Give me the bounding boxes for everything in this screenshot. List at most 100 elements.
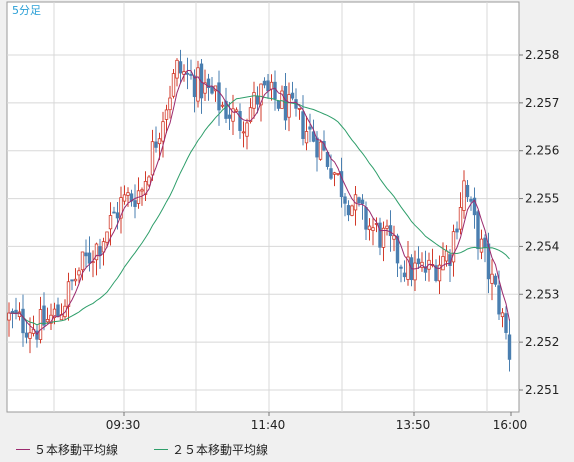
candle-body — [252, 92, 256, 109]
candle-body — [203, 82, 207, 94]
x-tick-label: 09:30 — [106, 418, 141, 432]
candle-body — [364, 207, 368, 230]
candle-body — [465, 184, 470, 198]
y-tick-label: 2.258 — [525, 48, 559, 62]
candle-body — [392, 235, 396, 240]
candle-body — [101, 241, 106, 253]
candle-body — [133, 200, 137, 207]
y-tick-label: 2.254 — [525, 239, 559, 253]
candle-body — [98, 246, 102, 256]
candle-body — [164, 109, 169, 120]
candle-body — [185, 72, 190, 75]
candle-body — [497, 285, 501, 315]
plot-area — [6, 1, 520, 413]
candles — [7, 49, 512, 372]
candle-body — [388, 225, 393, 237]
candle-body — [395, 235, 400, 264]
candle-body — [168, 97, 172, 111]
candle-body — [24, 332, 29, 338]
candle-body — [336, 173, 340, 175]
candle-body — [437, 264, 442, 282]
y-tick-label: 2.252 — [525, 335, 559, 349]
candle-body — [458, 207, 463, 230]
candle-body — [224, 100, 228, 119]
candle-body — [206, 78, 211, 89]
candle-body — [122, 194, 127, 202]
x-tick-label: 13:50 — [396, 418, 431, 432]
legend-label-ma5: ５本移動平均線 — [34, 442, 119, 457]
candle-body — [28, 332, 32, 339]
candle-body — [245, 122, 249, 137]
candle-body — [297, 107, 302, 110]
candle-body — [171, 73, 176, 97]
candle-body — [332, 172, 337, 175]
interval-label: 5分足 — [12, 4, 41, 17]
candle-body — [150, 141, 155, 176]
chart-legend: ５本移動平均線 ２５本移動平均線 — [0, 436, 574, 462]
y-tick-label: 2.255 — [525, 192, 559, 206]
y-tick-label: 2.251 — [525, 383, 559, 397]
candle-body — [70, 279, 74, 282]
candle-body — [238, 111, 242, 131]
ma5-line — [8, 69, 510, 336]
candle-body — [217, 82, 221, 111]
candle-body — [346, 205, 351, 216]
candle-body — [56, 304, 60, 317]
candle-body — [304, 131, 309, 144]
x-tick-label: 16:00 — [493, 418, 528, 432]
candle-body — [416, 258, 421, 265]
candle-body — [154, 141, 158, 148]
candle-body — [406, 256, 410, 280]
candle-body — [66, 281, 71, 307]
x-tick-label: 11:40 — [251, 418, 286, 432]
ma25-line — [8, 95, 510, 326]
candle-body — [311, 131, 316, 142]
y-tick-label: 2.257 — [525, 96, 559, 110]
candle-body — [259, 83, 263, 106]
candle-body — [479, 238, 484, 253]
candle-body — [308, 126, 312, 130]
candle-body — [87, 252, 92, 264]
candle-body — [157, 138, 162, 145]
candle-body — [52, 308, 57, 318]
legend-swatch-ma5 — [16, 448, 30, 450]
candle-body — [269, 81, 274, 90]
legend-label-ma25: ２５本移動平均線 — [172, 442, 269, 457]
candle-body — [472, 197, 477, 216]
candle-body — [175, 59, 179, 79]
candle-body — [227, 114, 232, 119]
candle-body — [73, 278, 78, 282]
candle-body — [255, 95, 260, 105]
candle-body — [378, 222, 382, 248]
candle-body — [108, 215, 113, 230]
candle-body — [283, 86, 288, 121]
candle-body — [381, 227, 386, 248]
candle-body — [451, 231, 456, 263]
candle-body — [7, 312, 11, 321]
candle-body — [287, 94, 291, 118]
candle-body — [357, 197, 361, 204]
candle-body — [507, 334, 512, 360]
candle-body — [343, 196, 347, 204]
candle-body — [266, 80, 270, 92]
candle-body — [147, 176, 151, 186]
candle-body — [500, 312, 505, 318]
candle-body — [490, 273, 494, 284]
legend-item-ma5: ５本移動平均線 — [16, 441, 118, 458]
candle-body — [241, 131, 246, 134]
candle-body — [476, 211, 480, 250]
candle-body — [248, 107, 253, 123]
candle-body — [231, 108, 235, 122]
candle-body — [360, 199, 365, 205]
candle-body — [112, 211, 116, 214]
y-tick-label: 2.253 — [525, 287, 559, 301]
candle-body — [329, 168, 333, 179]
candle-body — [385, 225, 389, 229]
candle-body — [77, 270, 81, 276]
candle-body — [469, 198, 473, 202]
candle-body — [196, 67, 200, 102]
candle-body — [301, 111, 305, 139]
candle-body — [38, 309, 43, 340]
candle-body — [371, 227, 375, 231]
